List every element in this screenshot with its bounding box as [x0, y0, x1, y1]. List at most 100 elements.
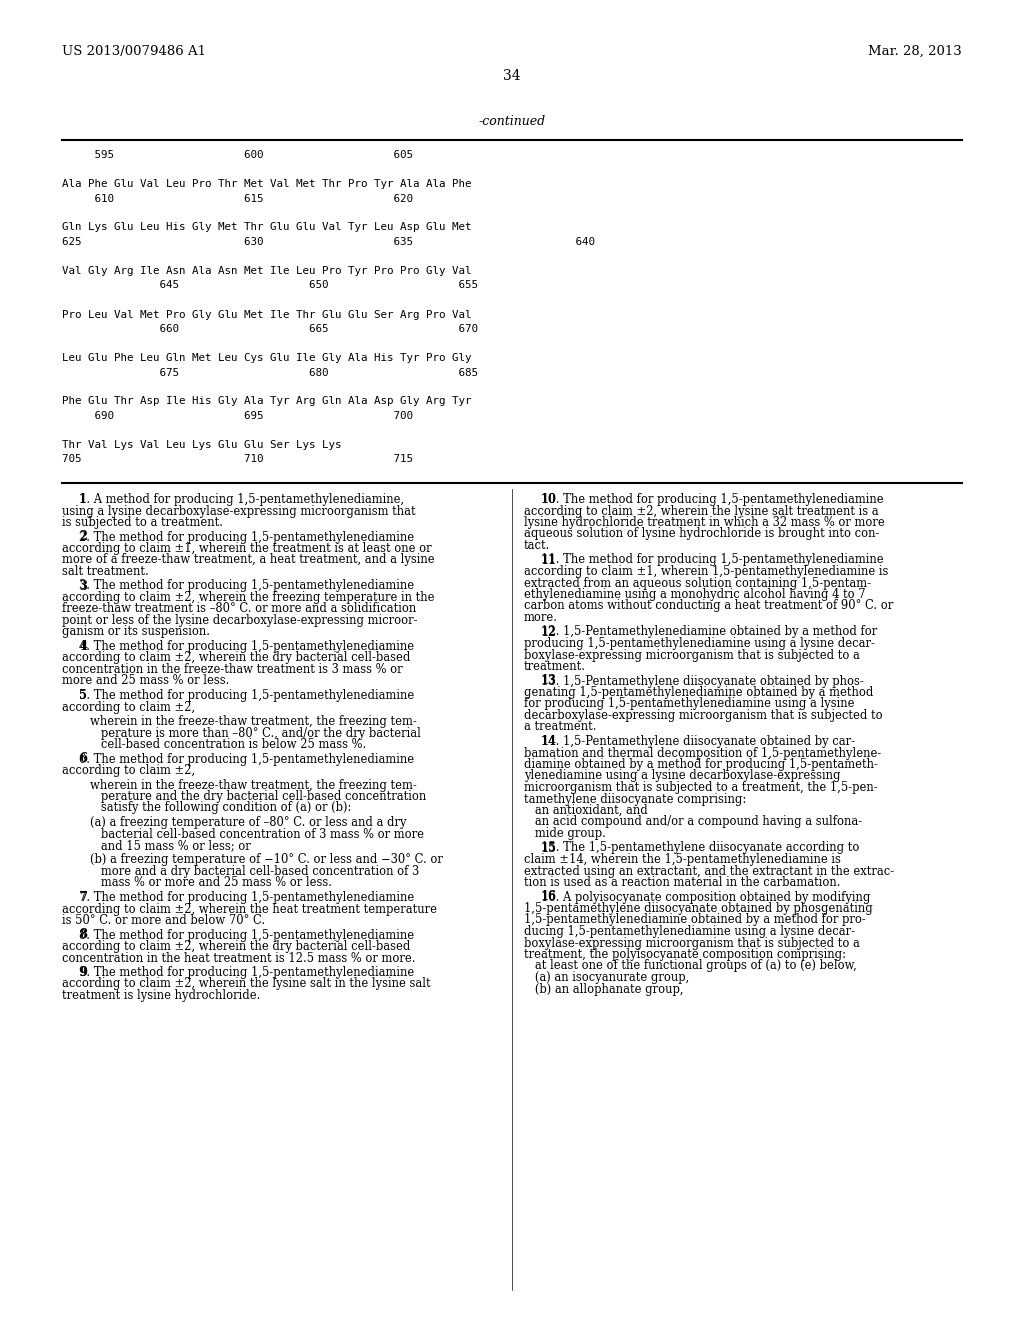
Text: according to claim ±1, wherein 1,5-pentamethylenediamine is: according to claim ±1, wherein 1,5-penta… — [524, 565, 889, 578]
Text: for producing 1,5-pentamethylenediamine using a lysine: for producing 1,5-pentamethylenediamine … — [524, 697, 854, 710]
Text: (a) a freezing temperature of –80° C. or less and a dry: (a) a freezing temperature of –80° C. or… — [90, 816, 407, 829]
Text: mass % or more and 25 mass % or less.: mass % or more and 25 mass % or less. — [90, 876, 332, 890]
Text: satisfy the following condition of (a) or (b):: satisfy the following condition of (a) o… — [90, 801, 351, 814]
Text: more.: more. — [524, 611, 558, 624]
Text: according to claim ±2, wherein the lysine salt treatment is a: according to claim ±2, wherein the lysin… — [524, 504, 879, 517]
Text: cell-based concentration is below 25 mass %.: cell-based concentration is below 25 mas… — [90, 738, 367, 751]
Text: decarboxylase-expressing microorganism that is subjected to: decarboxylase-expressing microorganism t… — [524, 709, 883, 722]
Text: 4: 4 — [79, 640, 87, 653]
Text: (a) an isocyanurate group,: (a) an isocyanurate group, — [524, 972, 689, 983]
Text: 5. The method for producing 1,5-pentamethylenediamine: 5. The method for producing 1,5-pentamet… — [79, 689, 415, 702]
Text: according to claim ±2, wherein the freezing temperature in the: according to claim ±2, wherein the freez… — [62, 591, 434, 605]
Text: boxylase-expressing microorganism that is subjected to a: boxylase-expressing microorganism that i… — [524, 936, 860, 949]
Text: Gln Lys Glu Leu His Gly Met Thr Glu Glu Val Tyr Leu Asp Glu Met: Gln Lys Glu Leu His Gly Met Thr Glu Glu … — [62, 223, 471, 232]
Text: 8: 8 — [79, 928, 87, 941]
Text: tamethylene diisocyanate comprising:: tamethylene diisocyanate comprising: — [524, 792, 746, 805]
Text: Phe Glu Thr Asp Ile His Gly Ala Tyr Arg Gln Ala Asp Gly Arg Tyr: Phe Glu Thr Asp Ile His Gly Ala Tyr Arg … — [62, 396, 471, 407]
Text: 9: 9 — [79, 966, 87, 979]
Text: 1. A method for producing 1,5-pentamethylenediamine,: 1. A method for producing 1,5-pentamethy… — [79, 492, 404, 506]
Text: treatment is lysine hydrochloride.: treatment is lysine hydrochloride. — [62, 989, 260, 1002]
Text: freeze-thaw treatment is –80° C. or more and a solidification: freeze-thaw treatment is –80° C. or more… — [62, 602, 416, 615]
Text: is 50° C. or more and below 70° C.: is 50° C. or more and below 70° C. — [62, 913, 265, 927]
Text: Val Gly Arg Ile Asn Ala Asn Met Ile Leu Pro Tyr Pro Pro Gly Val: Val Gly Arg Ile Asn Ala Asn Met Ile Leu … — [62, 267, 471, 276]
Text: 4. The method for producing 1,5-pentamethylenediamine: 4. The method for producing 1,5-pentamet… — [79, 640, 414, 653]
Text: Mar. 28, 2013: Mar. 28, 2013 — [868, 45, 962, 58]
Text: and 15 mass % or less; or: and 15 mass % or less; or — [90, 840, 251, 851]
Text: point or less of the lysine decarboxylase-expressing microor-: point or less of the lysine decarboxylas… — [62, 614, 418, 627]
Text: salt treatment.: salt treatment. — [62, 565, 148, 578]
Text: an antioxidant, and: an antioxidant, and — [524, 804, 648, 817]
Text: ganism or its suspension.: ganism or its suspension. — [62, 626, 210, 639]
Text: carbon atoms without conducting a heat treatment of 90° C. or: carbon atoms without conducting a heat t… — [524, 599, 893, 612]
Text: extracted from an aqueous solution containing 1,5-pentam-: extracted from an aqueous solution conta… — [524, 577, 871, 590]
Text: an acid compound and/or a compound having a sulfona-: an acid compound and/or a compound havin… — [524, 816, 862, 829]
Text: extracted using an extractant, and the extractant in the extrac-: extracted using an extractant, and the e… — [524, 865, 894, 878]
Text: claim ±14, wherein the 1,5-pentamethylenediamine is: claim ±14, wherein the 1,5-pentamethylen… — [524, 853, 841, 866]
Text: 34: 34 — [503, 69, 521, 83]
Text: 3: 3 — [79, 579, 87, 593]
Text: ethylenediamine using a monohydric alcohol having 4 to 7: ethylenediamine using a monohydric alcoh… — [524, 587, 865, 601]
Text: 14: 14 — [541, 735, 557, 748]
Text: 5: 5 — [79, 689, 87, 702]
Text: 1,5-pentamethylene diisocyanate obtained by phosgenating: 1,5-pentamethylene diisocyanate obtained… — [524, 902, 872, 915]
Text: Pro Leu Val Met Pro Gly Glu Met Ile Thr Glu Glu Ser Arg Pro Val: Pro Leu Val Met Pro Gly Glu Met Ile Thr … — [62, 309, 471, 319]
Text: ducing 1,5-pentamethylenediamine using a lysine decar-: ducing 1,5-pentamethylenediamine using a… — [524, 925, 855, 939]
Text: perature and the dry bacterial cell-based concentration: perature and the dry bacterial cell-base… — [90, 789, 426, 803]
Text: 2: 2 — [79, 531, 87, 544]
Text: wherein in the freeze-thaw treatment, the freezing tem-: wherein in the freeze-thaw treatment, th… — [90, 715, 417, 729]
Text: 7: 7 — [79, 891, 87, 904]
Text: according to claim ±2, wherein the lysine salt in the lysine salt: according to claim ±2, wherein the lysin… — [62, 978, 431, 990]
Text: at least one of the functional groups of (a) to (e) below,: at least one of the functional groups of… — [524, 960, 857, 973]
Text: 15: 15 — [541, 842, 557, 854]
Text: 645                    650                    655: 645 650 655 — [62, 281, 478, 290]
Text: tion is used as a reaction material in the carbamation.: tion is used as a reaction material in t… — [524, 876, 841, 888]
Text: Leu Glu Phe Leu Gln Met Leu Cys Glu Ile Gly Ala His Tyr Pro Gly: Leu Glu Phe Leu Gln Met Leu Cys Glu Ile … — [62, 352, 471, 363]
Text: a treatment.: a treatment. — [524, 721, 597, 734]
Text: 610                    615                    620: 610 615 620 — [62, 194, 413, 203]
Text: using a lysine decarboxylase-expressing microorganism that: using a lysine decarboxylase-expressing … — [62, 504, 416, 517]
Text: is subjected to a treatment.: is subjected to a treatment. — [62, 516, 223, 529]
Text: according to claim ±2,: according to claim ±2, — [62, 764, 196, 777]
Text: 595                    600                    605: 595 600 605 — [62, 150, 413, 160]
Text: 9. The method for producing 1,5-pentamethylenediamine: 9. The method for producing 1,5-pentamet… — [79, 966, 415, 979]
Text: 1,5-pentamethylenediamine obtained by a method for pro-: 1,5-pentamethylenediamine obtained by a … — [524, 913, 865, 927]
Text: 14. 1,5-Pentamethylene diisocyanate obtained by car-: 14. 1,5-Pentamethylene diisocyanate obta… — [541, 735, 855, 748]
Text: 2. The method for producing 1,5-pentamethylenediamine: 2. The method for producing 1,5-pentamet… — [79, 531, 414, 544]
Text: according to claim ±2, wherein the heat treatment temperature: according to claim ±2, wherein the heat … — [62, 903, 437, 916]
Text: 675                    680                    685: 675 680 685 — [62, 367, 478, 378]
Text: according to claim ±2, wherein the dry bacterial cell-based: according to claim ±2, wherein the dry b… — [62, 652, 411, 664]
Text: 11: 11 — [541, 553, 557, 566]
Text: lysine hydrochloride treatment in which a 32 mass % or more: lysine hydrochloride treatment in which … — [524, 516, 885, 529]
Text: treatment.: treatment. — [524, 660, 586, 673]
Text: 13. 1,5-Pentamethylene diisocyanate obtained by phos-: 13. 1,5-Pentamethylene diisocyanate obta… — [541, 675, 864, 688]
Text: 625                         630                    635                         6: 625 630 635 6 — [62, 238, 595, 247]
Text: (b) an allophanate group,: (b) an allophanate group, — [524, 982, 683, 995]
Text: according to claim ±2, wherein the dry bacterial cell-based: according to claim ±2, wherein the dry b… — [62, 940, 411, 953]
Text: according to claim ±1, wherein the treatment is at least one or: according to claim ±1, wherein the treat… — [62, 543, 432, 554]
Text: 7. The method for producing 1,5-pentamethylenediamine: 7. The method for producing 1,5-pentamet… — [79, 891, 415, 904]
Text: (b) a freezing temperature of −10° C. or less and −30° C. or: (b) a freezing temperature of −10° C. or… — [90, 854, 442, 866]
Text: US 2013/0079486 A1: US 2013/0079486 A1 — [62, 45, 206, 58]
Text: Thr Val Lys Val Leu Lys Glu Glu Ser Lys Lys: Thr Val Lys Val Leu Lys Glu Glu Ser Lys … — [62, 440, 341, 450]
Text: bacterial cell-based concentration of 3 mass % or more: bacterial cell-based concentration of 3 … — [90, 828, 424, 841]
Text: Ala Phe Glu Val Leu Pro Thr Met Val Met Thr Pro Tyr Ala Ala Phe: Ala Phe Glu Val Leu Pro Thr Met Val Met … — [62, 180, 471, 189]
Text: mide group.: mide group. — [524, 828, 606, 840]
Text: 690                    695                    700: 690 695 700 — [62, 411, 413, 421]
Text: producing 1,5-pentamethylenediamine using a lysine decar-: producing 1,5-pentamethylenediamine usin… — [524, 638, 874, 649]
Text: 1: 1 — [79, 492, 87, 506]
Text: 12: 12 — [541, 626, 557, 639]
Text: according to claim ±2,: according to claim ±2, — [62, 701, 196, 714]
Text: wherein in the freeze-thaw treatment, the freezing tem-: wherein in the freeze-thaw treatment, th… — [90, 779, 417, 792]
Text: boxylase-expressing microorganism that is subjected to a: boxylase-expressing microorganism that i… — [524, 648, 860, 661]
Text: bamation and thermal decomposition of 1,5-pentamethylene-: bamation and thermal decomposition of 1,… — [524, 747, 882, 759]
Text: 11. The method for producing 1,5-pentamethylenediamine: 11. The method for producing 1,5-pentame… — [541, 553, 884, 566]
Text: 660                    665                    670: 660 665 670 — [62, 323, 478, 334]
Text: 15. The 1,5-pentamethylene diisocyanate according to: 15. The 1,5-pentamethylene diisocyanate … — [541, 842, 859, 854]
Text: 12. 1,5-Pentamethylenediamine obtained by a method for: 12. 1,5-Pentamethylenediamine obtained b… — [541, 626, 878, 639]
Text: 13: 13 — [541, 675, 557, 688]
Text: 16. A polyisocyanate composition obtained by modifying: 16. A polyisocyanate composition obtaine… — [541, 891, 870, 903]
Text: concentration in the heat treatment is 12.5 mass % or more.: concentration in the heat treatment is 1… — [62, 952, 416, 965]
Text: 8. The method for producing 1,5-pentamethylenediamine: 8. The method for producing 1,5-pentamet… — [79, 928, 414, 941]
Text: 6: 6 — [79, 752, 87, 766]
Text: ylenediamine using a lysine decarboxylase-expressing: ylenediamine using a lysine decarboxylas… — [524, 770, 841, 783]
